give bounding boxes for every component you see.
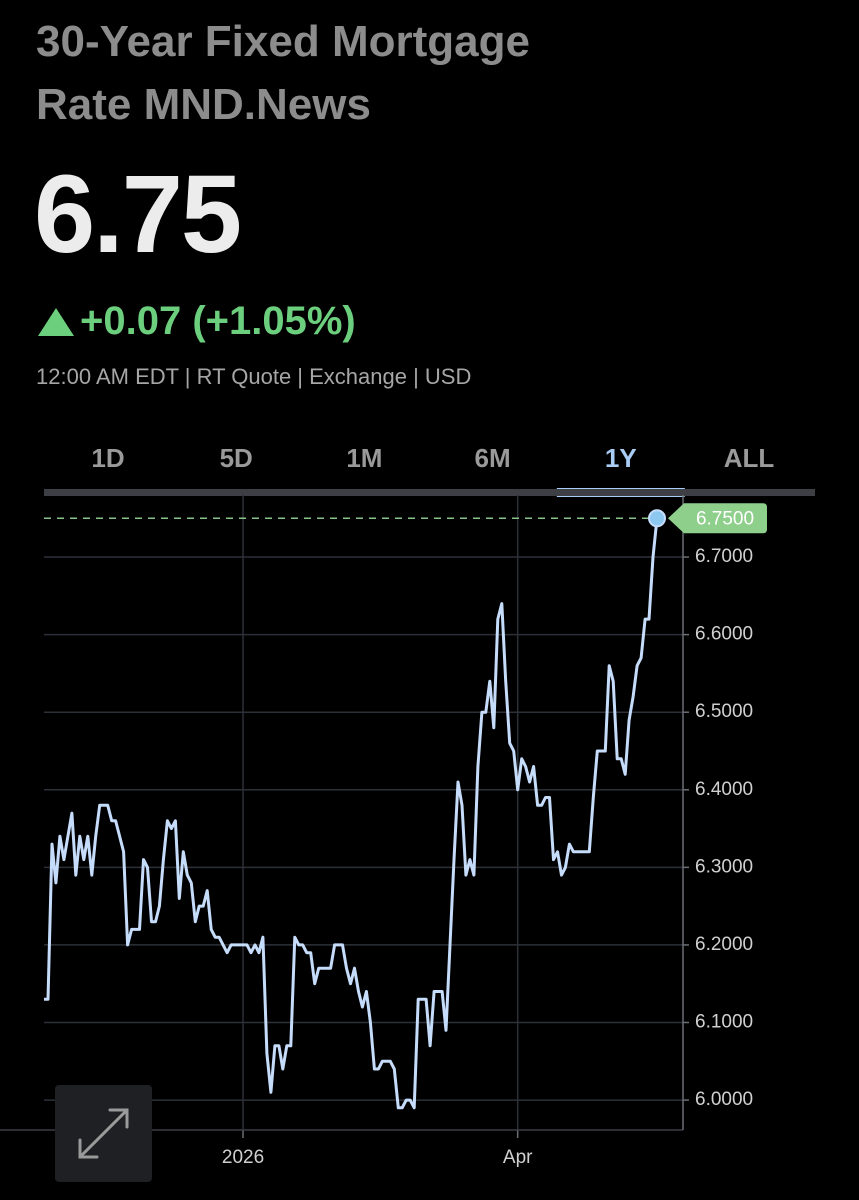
range-tab[interactable]: ALL bbox=[724, 443, 775, 473]
x-tick-label: Apr bbox=[503, 1147, 533, 1168]
y-tick-label: 6.0000 bbox=[695, 1089, 753, 1110]
range-tab[interactable]: 5D bbox=[220, 443, 253, 473]
current-price-label: 6.7500 bbox=[696, 508, 754, 529]
expand-button[interactable] bbox=[55, 1085, 152, 1182]
y-tick-label: 6.1000 bbox=[695, 1012, 753, 1033]
range-tabs: 1D 5D 1M 6M 1Y ALL bbox=[91, 443, 774, 497]
expand-icon bbox=[78, 1108, 129, 1159]
y-tick-label: 6.3000 bbox=[695, 856, 753, 877]
plot: 6.7500 bbox=[44, 503, 767, 1110]
quote-meta: 12:00 AM EDT | RT Quote | Exchange | USD bbox=[36, 364, 472, 389]
range-tab[interactable]: 1D bbox=[91, 443, 124, 473]
y-tick-label: 6.5000 bbox=[695, 701, 753, 722]
y-tick-label: 6.7000 bbox=[695, 546, 753, 567]
tab-bar bbox=[44, 489, 815, 496]
quote-price: 6.75 bbox=[34, 153, 242, 276]
y-tick-label: 6.6000 bbox=[695, 624, 753, 645]
y-tick-label: 6.4000 bbox=[695, 779, 753, 800]
quote-title: 30-Year Fixed Mortgage Rate MND.News bbox=[36, 17, 530, 129]
range-tab[interactable]: 1M bbox=[346, 443, 382, 473]
range-tab[interactable]: 6M bbox=[475, 443, 511, 473]
grid: 6.0000 6.1000 6.2000 6.3000 6.4000 6.5000 6.60… bbox=[0, 495, 753, 1168]
change-row: +0.07 (+1.05%) bbox=[36, 296, 356, 346]
last-point bbox=[648, 509, 666, 528]
rate-line bbox=[44, 518, 659, 1110]
quote-change: +0.07 (+1.05%) bbox=[80, 298, 356, 343]
y-tick-label: 6.2000 bbox=[695, 934, 753, 955]
current-price-tag bbox=[668, 503, 767, 534]
x-tick-label: 2026 bbox=[222, 1147, 264, 1168]
range-tab[interactable]: 1Y bbox=[605, 443, 637, 473]
up-arrow bbox=[38, 308, 74, 336]
